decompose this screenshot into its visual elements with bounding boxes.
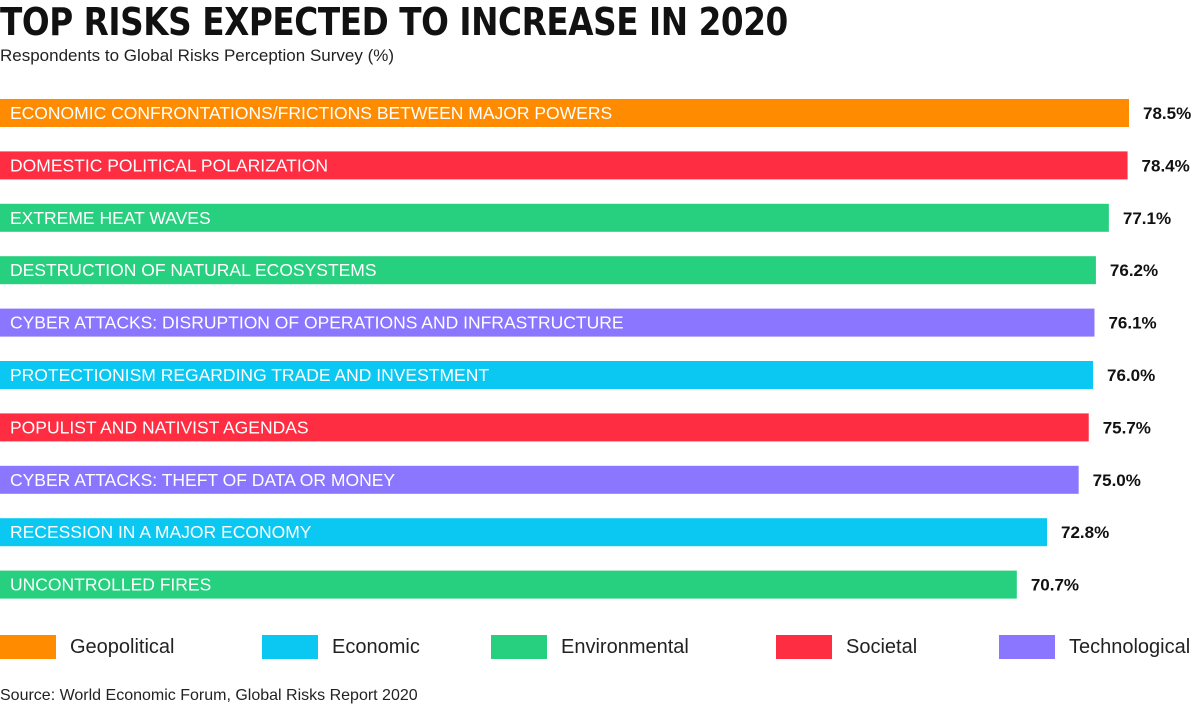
legend-swatch-societal [776, 635, 832, 659]
bar-category-label: DOMESTIC POLITICAL POLARIZATION [10, 155, 328, 175]
bar-category-label: POPULIST AND NATIVIST AGENDAS [10, 417, 309, 437]
bar-category-label: ECONOMIC CONFRONTATIONS/FRICTIONS BETWEE… [10, 103, 612, 123]
legend-label-technological: Technological [1069, 635, 1191, 658]
legend-label-geopolitical: Geopolitical [70, 635, 175, 658]
legend-swatch-environmental [491, 635, 547, 659]
bar-2 [0, 151, 1128, 180]
bar-chart: ECONOMIC CONFRONTATIONS/FRICTIONS BETWEE… [0, 99, 1191, 599]
bar-category-label: RECESSION IN A MAJOR ECONOMY [10, 522, 312, 542]
bar-value-label: 70.7% [1031, 576, 1079, 595]
source-note: Source: World Economic Forum, Global Ris… [0, 687, 418, 704]
chart-title: TOP RISKS EXPECTED TO INCREASE IN 2020 [0, 0, 788, 44]
chart-subtitle: Respondents to Global Risks Perception S… [0, 46, 395, 65]
bar-5 [0, 308, 1095, 337]
bar-10 [0, 570, 1017, 599]
legend-label-economic: Economic [332, 635, 420, 658]
bar-value-label: 78.4% [1142, 156, 1190, 175]
bar-value-label: 76.2% [1110, 261, 1158, 280]
bar-6 [0, 361, 1094, 389]
bar-value-label: 76.0% [1107, 366, 1155, 385]
bar-category-label: CYBER ATTACKS: THEFT OF DATA OR MONEY [10, 470, 395, 490]
bar-3 [0, 203, 1109, 232]
legend-label-environmental: Environmental [561, 635, 689, 658]
bar-7 [0, 413, 1089, 442]
legend-label-societal: Societal [846, 635, 918, 658]
bar-value-label: 75.0% [1093, 471, 1141, 490]
legend-swatch-geopolitical [0, 635, 56, 659]
bar-value-label: 77.1% [1123, 209, 1171, 228]
legend-item-technological: Technological [999, 634, 1190, 660]
legend-swatch-technological [999, 635, 1055, 659]
legend: Geopolitical Economic Environmental Soci… [0, 634, 1200, 660]
legend-item-environmental: Environmental [491, 634, 689, 660]
bar-9 [0, 518, 1048, 547]
legend-swatch-economic [262, 635, 318, 659]
bar-8 [0, 465, 1079, 494]
bar-category-label: UNCONTROLLED FIRES [10, 575, 211, 595]
bar-category-label: DESTRUCTION OF NATURAL ECOSYSTEMS [10, 260, 377, 280]
legend-item-geopolitical: Geopolitical [0, 634, 175, 660]
bar-category-label: PROTECTIONISM REGARDING TRADE AND INVEST… [10, 365, 489, 385]
bar-value-label: 78.5% [1143, 104, 1191, 123]
bar-value-label: 75.7% [1103, 418, 1151, 437]
legend-item-societal: Societal [776, 634, 917, 660]
bar-category-label: EXTREME HEAT WAVES [10, 208, 211, 228]
bar-category-label: CYBER ATTACKS: DISRUPTION OF OPERATIONS … [10, 313, 624, 333]
bar-value-label: 76.1% [1108, 314, 1156, 333]
bar-value-label: 72.8% [1061, 523, 1109, 542]
legend-item-economic: Economic [262, 634, 420, 660]
bar-4 [0, 256, 1096, 285]
bar-1 [0, 99, 1129, 127]
